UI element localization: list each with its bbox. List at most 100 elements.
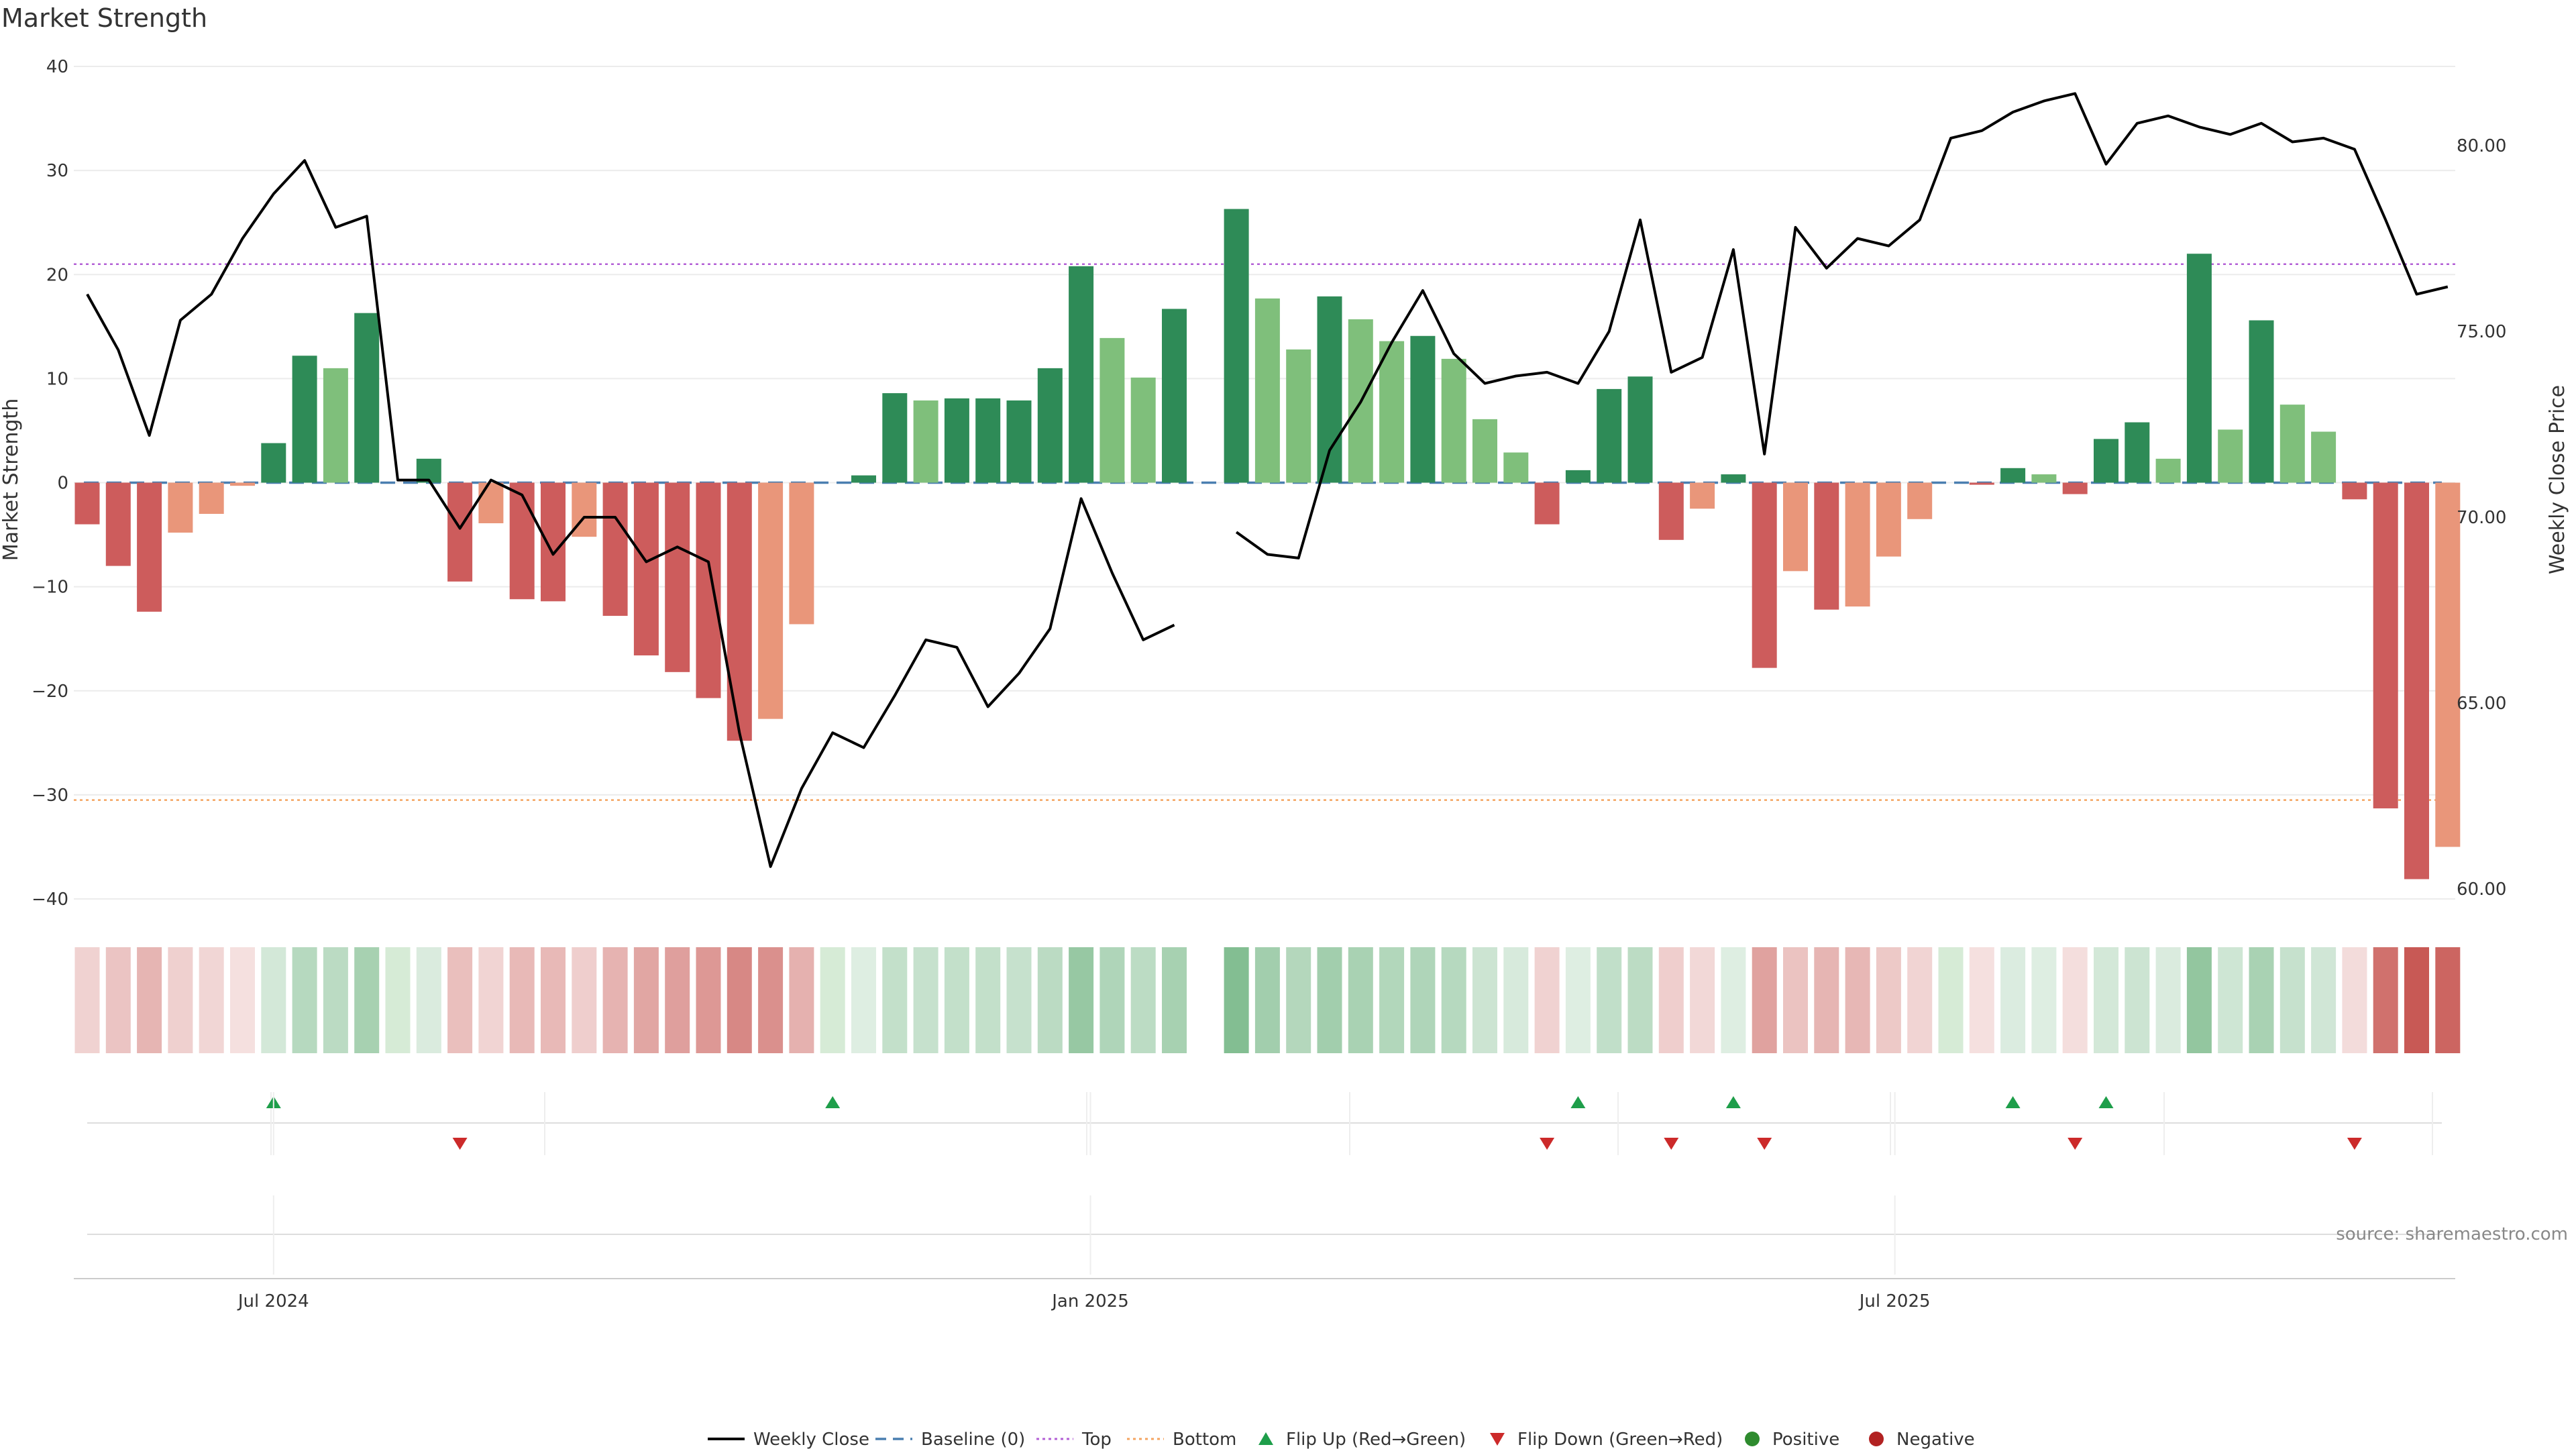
heat-cell <box>385 947 411 1053</box>
heat-cell <box>2435 947 2461 1053</box>
legend-label: Top <box>1081 1430 1112 1449</box>
strength-bar <box>2435 482 2461 847</box>
heat-cell <box>2311 947 2337 1053</box>
legend-label: Flip Down (Green→Red) <box>1517 1430 1723 1449</box>
flip-down-marker <box>1757 1138 1772 1150</box>
heat-cell <box>1783 947 1808 1053</box>
heat-cell <box>2125 947 2150 1053</box>
heat-cell <box>261 947 286 1053</box>
heat-cell <box>1441 947 1466 1053</box>
y-tick-label: 0 <box>57 474 68 494</box>
legend-label: Weekly Close <box>753 1430 869 1449</box>
strength-bar <box>2094 439 2118 483</box>
heat-cell <box>882 947 908 1053</box>
heat-cell <box>633 947 659 1053</box>
strength-bar <box>1597 388 1622 483</box>
strength-bar <box>1069 266 1094 483</box>
strength-bar <box>1876 482 1901 557</box>
legend-dot-icon <box>1869 1432 1884 1446</box>
strength-bar <box>1224 209 1249 483</box>
strength-bar <box>1721 474 1746 483</box>
heat-cell <box>1503 947 1529 1053</box>
heat-cell <box>1658 947 1684 1053</box>
legend-dot-icon <box>1745 1432 1760 1446</box>
heat-cell <box>2404 947 2429 1053</box>
strength-bar <box>323 368 348 483</box>
heat-cell <box>1690 947 1715 1053</box>
heat-cell <box>2062 947 2088 1053</box>
strength-bar <box>1752 482 1777 668</box>
strength-bar <box>727 482 752 741</box>
strength-bar <box>2373 482 2398 809</box>
heat-cell <box>1348 947 1373 1053</box>
strength-bar <box>975 398 1001 483</box>
flip-down-marker <box>1664 1138 1679 1150</box>
strength-bar <box>2155 458 2181 483</box>
strength-bar <box>509 482 535 600</box>
strength-bar <box>1099 337 1125 483</box>
flip-down-marker <box>1540 1138 1555 1150</box>
heat-cell <box>1814 947 1839 1053</box>
strength-bars <box>74 209 2461 879</box>
strength-heatmap-strip <box>74 947 2461 1053</box>
heat-cell <box>913 947 938 1053</box>
heat-cell <box>1069 947 1094 1053</box>
strength-bar <box>2404 482 2429 879</box>
y2-axis-label: Weekly Close Price <box>2546 385 2569 574</box>
legend-label: Bottom <box>1173 1430 1236 1449</box>
strength-bar <box>1814 482 1839 610</box>
strength-bar <box>1969 482 1994 485</box>
strength-bar <box>1441 358 1466 483</box>
heat-cell <box>1254 947 1280 1053</box>
right-axis-ticks: 80.00 75.00 70.00 65.00 60.00 <box>2457 136 2506 900</box>
heat-cell <box>851 947 876 1053</box>
strength-bar <box>2031 474 2057 483</box>
weekly-close-line <box>1235 92 2449 559</box>
heat-cell <box>1597 947 1622 1053</box>
heat-cell <box>137 947 162 1053</box>
heat-cell <box>975 947 1001 1053</box>
strength-bar <box>230 482 255 486</box>
strength-bar <box>1907 482 1933 519</box>
heat-cell <box>727 947 752 1053</box>
strength-bar <box>261 443 286 483</box>
heat-cell <box>1876 947 1901 1053</box>
legend-flip-up-icon <box>1258 1432 1273 1445</box>
y2-tick-label: 75.00 <box>2457 322 2506 342</box>
strength-bar <box>633 482 659 656</box>
strength-bar <box>1627 376 1653 483</box>
heat-cell <box>944 947 969 1053</box>
y-tick-label: −30 <box>32 786 68 806</box>
strength-bar <box>1690 482 1715 509</box>
heat-cell <box>354 947 380 1053</box>
strength-bar <box>416 458 441 483</box>
strength-bar <box>913 400 938 483</box>
heat-cell <box>105 947 131 1053</box>
strength-bar <box>2000 468 2026 483</box>
heat-cell <box>1565 947 1591 1053</box>
heat-cell <box>1317 947 1342 1053</box>
heat-cell <box>1472 947 1497 1053</box>
heat-cell <box>2218 947 2243 1053</box>
heat-cell <box>1379 947 1405 1053</box>
source-credit: source: sharemaestro.com <box>2336 1224 2568 1244</box>
strength-bar <box>74 482 100 525</box>
heat-cell <box>665 947 690 1053</box>
strength-bar <box>199 482 224 515</box>
heat-cell <box>820 947 845 1053</box>
strength-bar <box>2342 482 2367 500</box>
strength-bar <box>665 482 690 672</box>
strength-bar <box>1130 377 1156 483</box>
strength-bar <box>1658 482 1684 540</box>
left-axis-ticks: 40 30 20 10 0 −10 −20 −30 −40 <box>32 57 68 910</box>
heat-cell <box>2373 947 2398 1053</box>
strength-bar <box>2125 422 2150 483</box>
legend-label: Flip Up (Red→Green) <box>1286 1430 1466 1449</box>
strength-bar <box>292 356 317 483</box>
strength-bar <box>1410 335 1436 483</box>
heat-cell <box>509 947 535 1053</box>
strength-bar <box>2249 320 2274 483</box>
heat-cell <box>168 947 193 1053</box>
strength-bar <box>2311 431 2337 483</box>
